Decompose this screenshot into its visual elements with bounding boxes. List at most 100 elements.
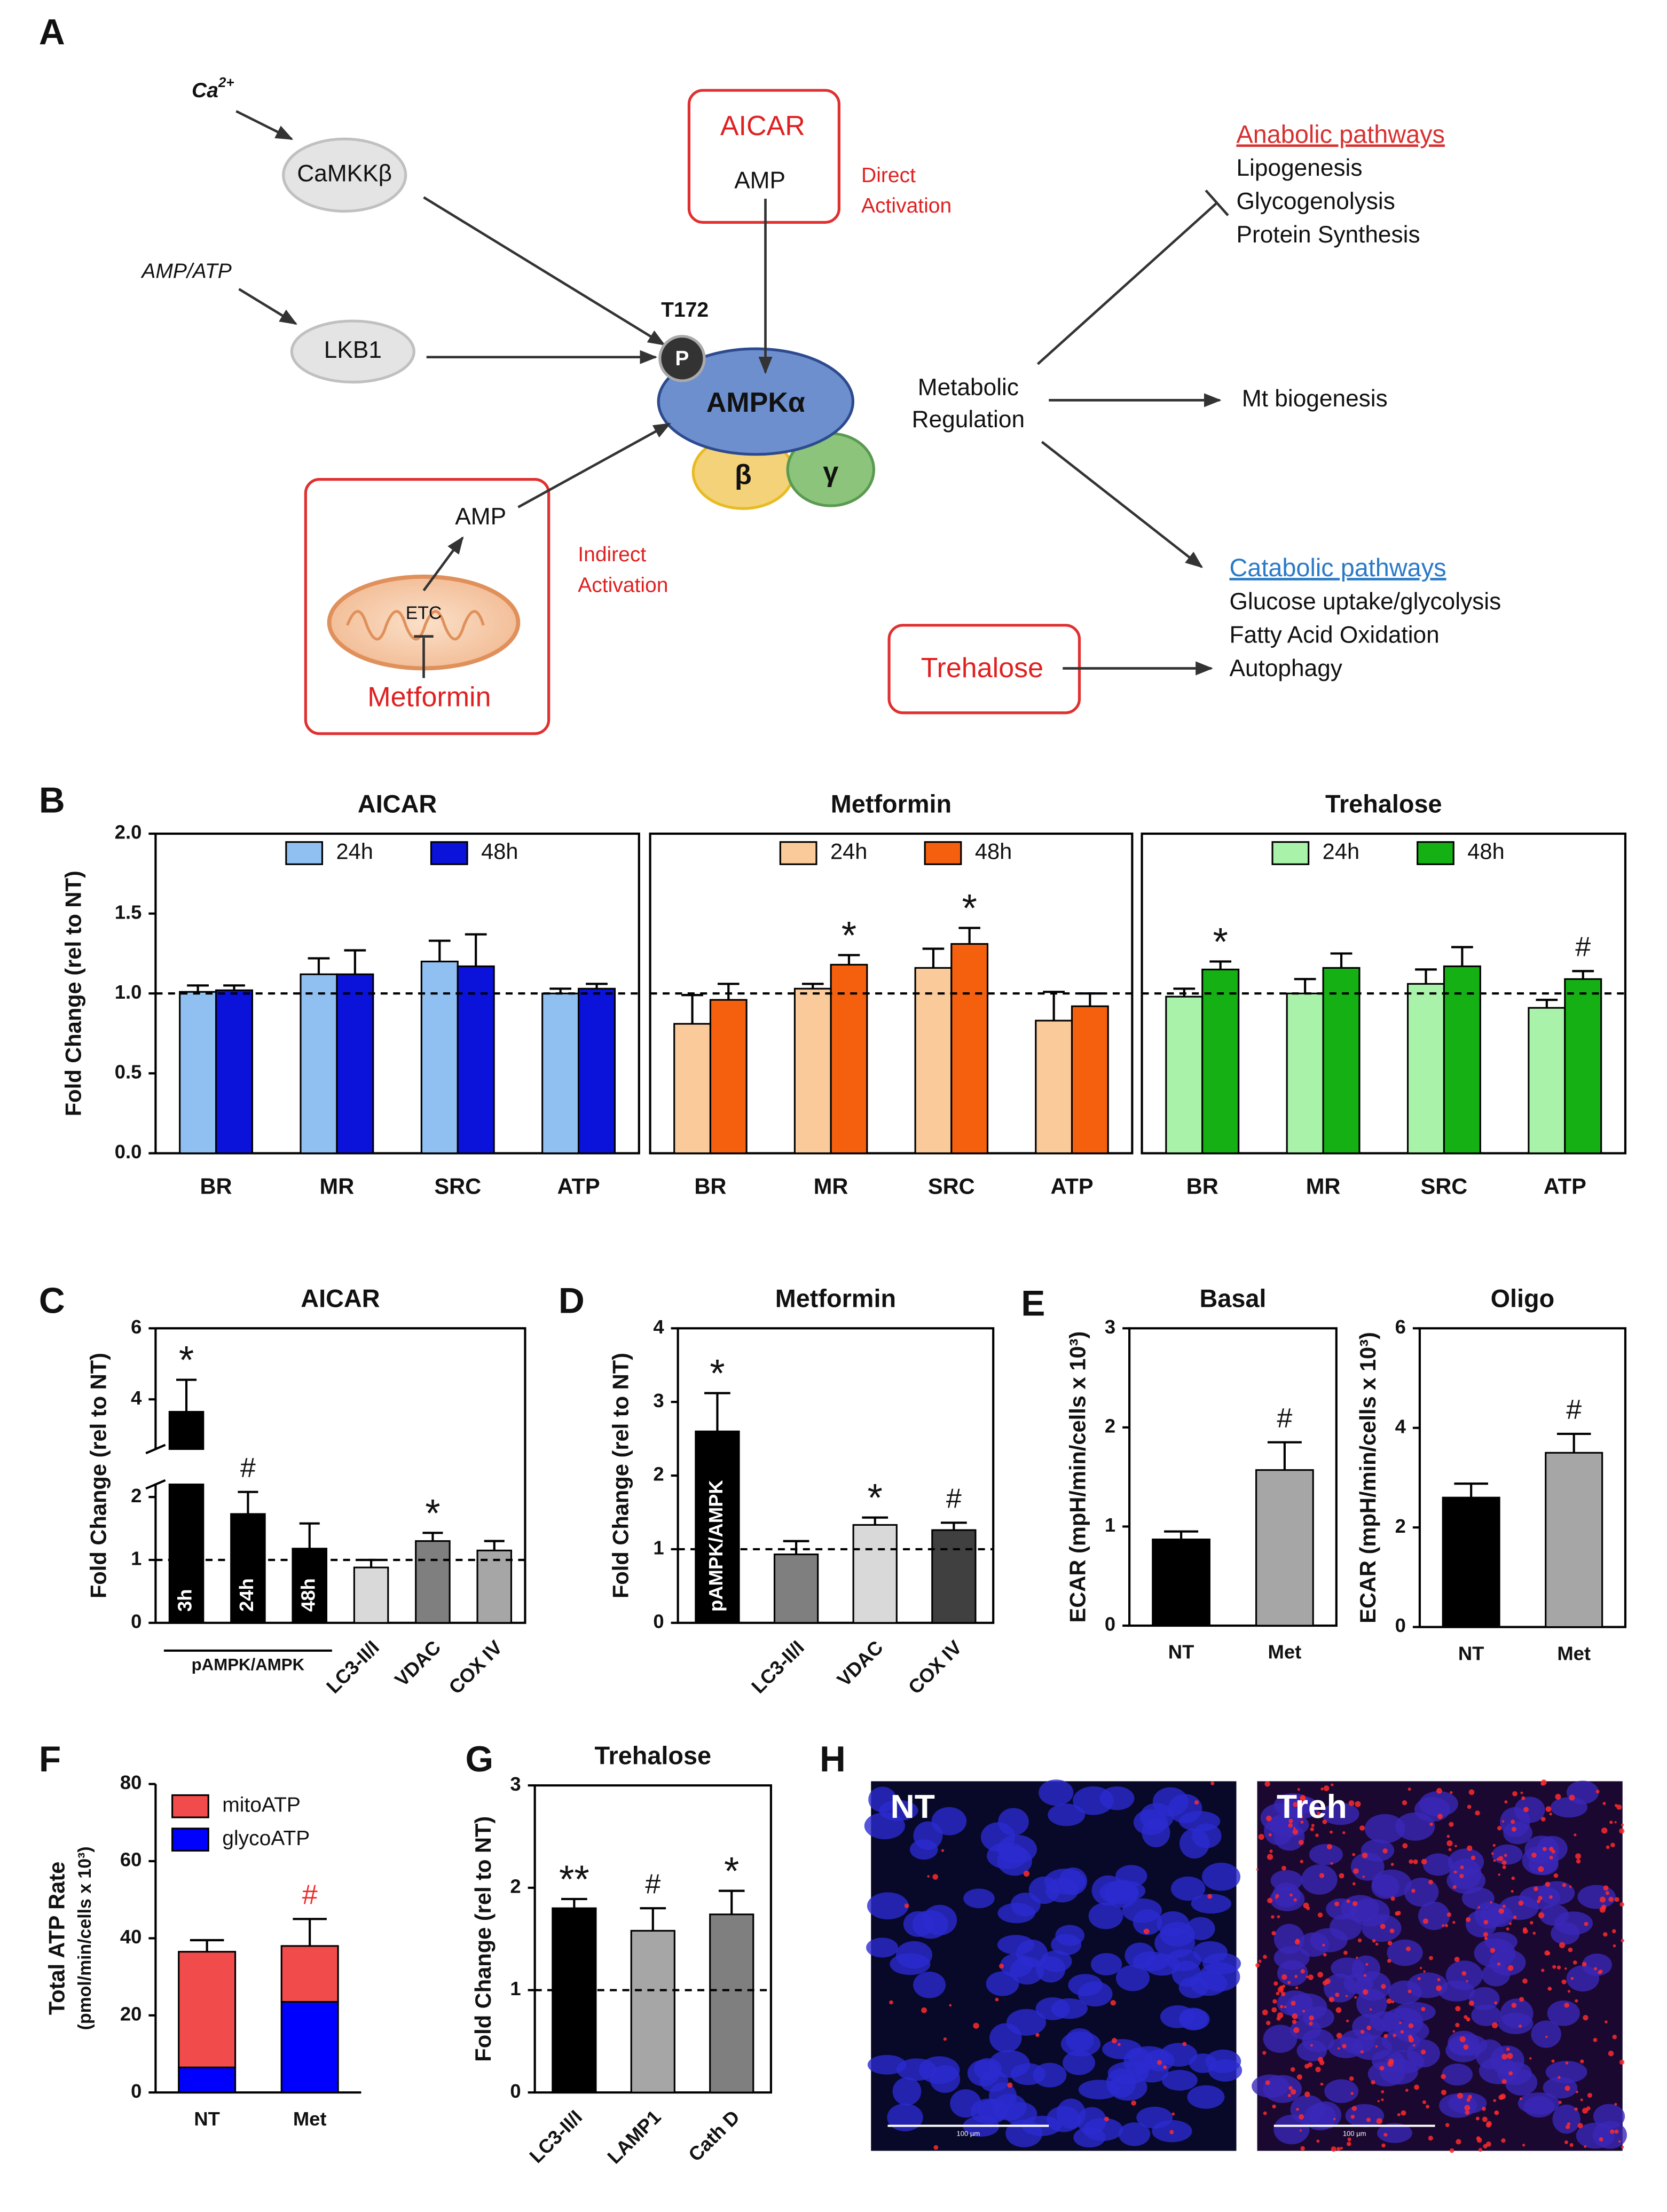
puncta bbox=[933, 2145, 939, 2150]
puncta bbox=[1402, 1800, 1407, 1806]
puncta bbox=[1395, 1911, 1399, 1916]
node bbox=[290, 319, 415, 384]
puncta bbox=[1477, 1906, 1480, 1909]
legend-swatch bbox=[924, 841, 962, 865]
bar bbox=[168, 1411, 205, 1450]
puncta bbox=[1608, 2050, 1614, 2057]
nucleus bbox=[1078, 1981, 1113, 2007]
puncta bbox=[1523, 1807, 1529, 1813]
puncta bbox=[1298, 1840, 1304, 1845]
puncta bbox=[1306, 1975, 1309, 1978]
puncta bbox=[1465, 2110, 1470, 2115]
nucleus bbox=[1045, 1878, 1079, 1903]
puncta bbox=[1288, 2086, 1293, 2090]
x-tick-label: COX IV bbox=[444, 1636, 507, 1698]
nucleus bbox=[1423, 1853, 1453, 1876]
bar bbox=[1286, 992, 1324, 1155]
nucleus bbox=[887, 2103, 923, 2131]
puncta bbox=[1546, 1951, 1551, 1956]
puncta bbox=[1273, 1981, 1278, 1986]
puncta bbox=[1504, 1854, 1507, 1857]
nucleus bbox=[1324, 2079, 1359, 2103]
nucleus bbox=[1051, 1998, 1088, 2019]
nucleus bbox=[1475, 2039, 1504, 2069]
bar-label: 24h bbox=[235, 1578, 257, 1612]
puncta bbox=[1587, 2092, 1592, 2098]
puncta bbox=[1436, 1788, 1442, 1794]
puncta bbox=[1317, 1912, 1323, 1918]
bar bbox=[1443, 965, 1481, 1155]
puncta bbox=[1493, 1859, 1496, 1862]
y-tick-label: 1 bbox=[653, 1537, 664, 1559]
nucleus bbox=[1497, 2061, 1532, 2085]
nucleus bbox=[1500, 1998, 1534, 2029]
legend-label: mitoATP bbox=[222, 1794, 301, 1817]
puncta bbox=[1295, 1939, 1300, 1943]
puncta bbox=[1466, 2017, 1471, 2022]
pathway-item: Autophagy bbox=[1229, 655, 1342, 681]
nucleus bbox=[989, 2050, 1031, 2078]
panel-label: A bbox=[39, 12, 65, 52]
bar bbox=[1545, 1452, 1603, 1628]
nucleus bbox=[1566, 1780, 1599, 1805]
significance: * bbox=[425, 1492, 440, 1535]
puncta bbox=[1387, 1941, 1393, 1946]
nucleus bbox=[1284, 1796, 1319, 1819]
puncta bbox=[1467, 1805, 1472, 1809]
legend-label: 48h bbox=[481, 838, 518, 864]
puncta bbox=[1532, 1932, 1536, 1935]
y-tick-label: 0 bbox=[510, 2080, 521, 2102]
puncta bbox=[1272, 2104, 1276, 2109]
nucleus bbox=[1372, 2050, 1405, 2072]
puncta bbox=[1287, 2093, 1292, 2097]
y-axis-label: Fold Change (rel to NT) bbox=[60, 870, 85, 1116]
bar bbox=[1152, 1539, 1210, 1627]
x-tick-label: BR bbox=[200, 1173, 232, 1198]
puncta bbox=[1272, 1999, 1277, 2004]
nucleus bbox=[1531, 2020, 1561, 2048]
puncta bbox=[1408, 2023, 1414, 2029]
puncta bbox=[1350, 2092, 1354, 2095]
puncta bbox=[1335, 1993, 1340, 1997]
arrow bbox=[238, 288, 297, 325]
puncta bbox=[1335, 2007, 1342, 2013]
puncta bbox=[1423, 1970, 1426, 1973]
puncta bbox=[1428, 1879, 1433, 1885]
puncta bbox=[1567, 1990, 1570, 1993]
nucleus bbox=[1187, 2085, 1225, 2109]
pathway-item: Glycogenolysis bbox=[1236, 189, 1395, 215]
puncta bbox=[1359, 1825, 1365, 1831]
arrow bbox=[1041, 441, 1204, 568]
puncta bbox=[1442, 1924, 1445, 1927]
nucleus bbox=[1160, 2043, 1198, 2067]
puncta bbox=[1381, 1984, 1386, 1989]
puncta bbox=[1580, 2098, 1583, 2101]
puncta bbox=[1362, 1989, 1369, 1995]
puncta bbox=[1486, 2121, 1492, 2127]
puncta bbox=[1605, 2020, 1608, 2023]
nucleus bbox=[1309, 1844, 1343, 1865]
puncta bbox=[1263, 2111, 1267, 2115]
puncta bbox=[889, 2000, 893, 2005]
nucleus bbox=[1301, 1864, 1338, 1895]
y-tick-label: 0 bbox=[1105, 1613, 1115, 1635]
panel-label: C bbox=[39, 1281, 65, 1321]
puncta bbox=[1207, 1894, 1213, 1899]
y-tick-label: 2 bbox=[510, 1875, 521, 1897]
puncta bbox=[1258, 1959, 1262, 1963]
puncta bbox=[1452, 1920, 1456, 1924]
nucleus bbox=[1394, 2020, 1429, 2043]
scale-bar-label: 100 µm bbox=[957, 2130, 980, 2138]
puncta bbox=[1310, 1827, 1314, 1831]
puncta bbox=[1387, 2061, 1394, 2067]
puncta bbox=[1575, 1853, 1581, 1860]
nucleus bbox=[1448, 2092, 1487, 2114]
puncta bbox=[1336, 2033, 1342, 2038]
nucleus bbox=[1593, 2104, 1625, 2129]
phospho bbox=[658, 335, 706, 382]
puncta bbox=[1486, 2141, 1491, 2147]
pathway-item: Glucose uptake/glycolysis bbox=[1229, 589, 1501, 615]
puncta bbox=[1381, 2098, 1384, 2101]
nucleus bbox=[1551, 1922, 1580, 1945]
puncta bbox=[1339, 1873, 1344, 1879]
